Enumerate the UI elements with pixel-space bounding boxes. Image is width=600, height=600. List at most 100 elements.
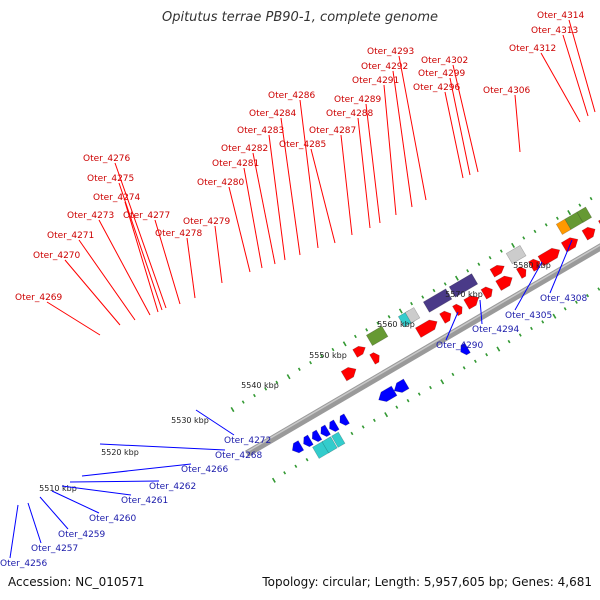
forward-gene-leader-line (46, 301, 101, 336)
forward-gene-leader-line (383, 84, 397, 216)
genome-stats-text: Topology: circular; Length: 5,957,605 bp… (262, 575, 592, 589)
forward-gene-arrow (515, 266, 527, 279)
tick-mark (309, 360, 313, 365)
forward-gene-label: Oter_4284 (249, 109, 297, 119)
forward-gene-leader-line (280, 117, 301, 256)
colored-feature-block-shape (564, 211, 584, 230)
tick-mark (462, 366, 466, 370)
reverse-gene-label: Oter_4260 (89, 514, 137, 524)
reverse-gene-arrow-shape (460, 342, 471, 356)
accession-text: Accession: NC_010571 (8, 575, 145, 589)
backbone-highlight (246, 244, 600, 453)
forward-gene-leader-line (452, 64, 479, 173)
tick-mark (297, 367, 301, 371)
forward-gene-label: Oter_4306 (483, 86, 531, 96)
tick-mark (597, 287, 600, 291)
reverse-gene-arrow-shape (339, 413, 350, 426)
forward-gene-arrow-shape (369, 352, 380, 365)
forward-gene-leader-line (64, 259, 121, 326)
tick-mark (387, 315, 391, 319)
forward-gene-leader-line (310, 148, 336, 244)
forward-gene-leader-line (214, 225, 223, 284)
forward-gene-arrow-shape (480, 286, 493, 300)
forward-gene-label: Oter_4274 (93, 193, 141, 203)
reverse-gene-arrow-shape (393, 378, 410, 393)
colored-feature-block (448, 273, 479, 298)
forward-gene-arrow (489, 264, 505, 278)
tick-mark (432, 288, 436, 293)
tick-mark (264, 387, 268, 391)
forward-gene-leader-line (154, 219, 181, 305)
forward-gene-leader-line (186, 237, 196, 299)
reverse-gene-label: Oter_4257 (31, 544, 78, 554)
tick-mark (533, 229, 537, 234)
forward-gene-leader-line (98, 219, 151, 316)
forward-gene-leader-line (114, 162, 167, 309)
colored-feature-block-shape (404, 307, 421, 324)
tick-mark (305, 458, 309, 462)
tick-mark (286, 374, 291, 380)
forward-gene-leader-line (124, 201, 159, 313)
forward-gene-leader-line (299, 99, 319, 249)
forward-gene-arrow-shape (414, 319, 438, 338)
tick-mark (567, 210, 572, 216)
forward-gene-arrow-shape (452, 303, 463, 317)
reverse-gene-arrow-shape (292, 440, 305, 454)
tick-mark (350, 431, 354, 436)
colored-feature-block-shape (365, 325, 389, 347)
reverse-gene-leader-line (195, 409, 235, 436)
reverse-gene-label: Oter_4262 (149, 482, 196, 492)
colored-feature-block-shape (331, 431, 346, 448)
forward-gene-arrow-shape (489, 264, 505, 278)
forward-gene-leader-line (252, 152, 276, 265)
reverse-gene-arrow (311, 429, 323, 443)
colored-feature-block-shape (555, 218, 572, 235)
reverse-gene-leader-line (61, 485, 132, 496)
reverse-gene-label: Oter_4308 (540, 294, 588, 304)
forward-gene-arrow (480, 286, 493, 300)
reverse-gene-arrow (292, 440, 305, 454)
tick-mark (252, 393, 256, 398)
ruler-label: 5550 kbp (309, 351, 347, 360)
tick-mark (578, 203, 582, 207)
tick-mark (496, 346, 501, 352)
reverse-gene-label: Oter_4305 (505, 311, 552, 321)
forward-gene-label: Oter_4314 (537, 11, 585, 21)
tick-mark (361, 425, 365, 429)
colored-feature-block (321, 436, 338, 454)
forward-gene-arrow-shape (439, 310, 452, 324)
tick-mark (410, 301, 413, 306)
forward-gene-leader-line (340, 134, 353, 236)
tick-mark (518, 333, 522, 337)
colored-feature-block (555, 218, 572, 235)
backbone-line (245, 243, 600, 457)
tick-mark (563, 307, 567, 311)
tick-mark (421, 295, 425, 299)
forward-gene-arrow-shape (515, 266, 527, 279)
tick-mark (522, 236, 526, 240)
tick-mark (271, 477, 276, 483)
forward-gene-label: Oter_4289 (334, 95, 382, 105)
reverse-gene-label: Oter_4261 (121, 496, 168, 506)
ruler-label: 5580 kbp (513, 261, 551, 270)
tick-mark (443, 282, 447, 286)
ruler-label: 5560 kbp (377, 320, 415, 329)
forward-gene-label: Oter_4276 (83, 154, 131, 164)
forward-gene-leader-line (449, 77, 471, 176)
reverse-gene-leader-line (69, 480, 160, 483)
forward-gene-label: Oter_4277 (123, 211, 170, 221)
reverse-gene-leader-line (51, 490, 100, 514)
forward-gene-arrow-shape (340, 367, 357, 382)
reverse-gene-label: Oter_4290 (436, 341, 484, 351)
reverse-gene-leader-line (99, 443, 226, 451)
tick-mark (440, 379, 445, 385)
tick-mark (384, 412, 389, 418)
colored-feature-block (331, 431, 346, 448)
reverse-gene-label: Oter_4268 (215, 451, 263, 461)
forward-gene-arrow (352, 345, 366, 358)
colored-feature-block (404, 307, 421, 324)
tick-mark (586, 293, 590, 298)
reverse-gene-arrow (378, 385, 398, 402)
